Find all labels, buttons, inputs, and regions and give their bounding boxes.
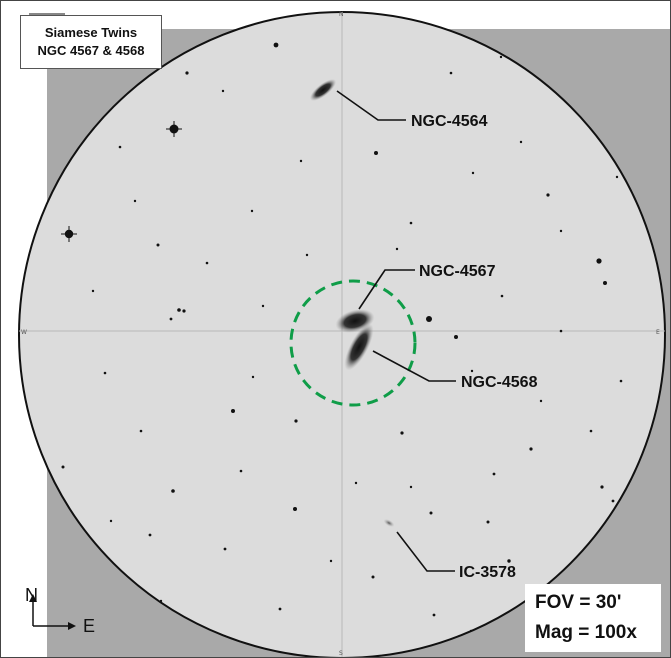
star: [273, 42, 279, 48]
star: [611, 499, 615, 503]
star: [133, 199, 137, 203]
star: [250, 209, 254, 213]
star: [239, 469, 243, 473]
star: [492, 472, 496, 476]
label-ic-3578: IC-3578: [459, 564, 516, 581]
star: [409, 221, 413, 225]
star: [499, 55, 503, 59]
star: [293, 507, 297, 511]
star: [261, 304, 265, 308]
title-line-1: Siamese Twins: [44, 25, 138, 40]
title-box: Siamese Twins NGC 4567 & 4568: [20, 15, 162, 69]
info-box: FOV = 30' Mag = 100x: [525, 584, 661, 652]
star: [148, 533, 152, 537]
star: [171, 489, 175, 493]
star: [278, 607, 282, 611]
star: [221, 89, 225, 93]
star: [305, 253, 309, 257]
leader-ngc-4568: [372, 350, 456, 382]
target-ring: [289, 279, 417, 407]
star: [454, 335, 458, 339]
star: [371, 575, 375, 579]
star: [471, 171, 475, 175]
star: [205, 261, 209, 265]
cardinal-east: E: [656, 329, 660, 336]
title-line-2: NGC 4567 & 4568: [37, 43, 145, 58]
star: [546, 193, 550, 197]
star: [354, 481, 358, 485]
leader-ic-3578: [396, 531, 455, 572]
star: [432, 613, 436, 617]
fov-text: FOV = 30': [535, 592, 622, 613]
label-ngc-4564: NGC-4564: [411, 113, 488, 130]
star: [615, 175, 619, 179]
star: [159, 599, 163, 603]
star: [299, 159, 303, 163]
star: [619, 379, 623, 383]
star: [109, 519, 113, 523]
cardinal-south: S: [339, 650, 343, 657]
star: [329, 559, 333, 563]
star: [449, 71, 453, 75]
star: [400, 431, 404, 435]
galaxy-ngc-4564: [309, 79, 337, 101]
magnification-text: Mag = 100x: [535, 622, 637, 643]
star: [507, 559, 511, 563]
star: [603, 281, 607, 285]
star: [156, 243, 160, 247]
star: [519, 140, 523, 144]
star: [251, 375, 255, 379]
label-ngc-4568: NGC-4568: [461, 374, 538, 391]
star: [529, 447, 533, 451]
star: [177, 308, 181, 312]
star: [500, 294, 504, 298]
star: [231, 409, 235, 413]
star: [169, 317, 173, 321]
star: [374, 151, 378, 155]
leader-ngc-4567: [358, 269, 415, 310]
star: [596, 258, 602, 264]
star: [139, 429, 143, 433]
star: [429, 511, 433, 515]
star: [395, 247, 399, 251]
cardinal-west: W: [21, 329, 27, 336]
star: [559, 329, 563, 333]
compass-east-label: E: [83, 616, 95, 636]
galaxy-ngc-4568: [344, 323, 374, 371]
star: [91, 289, 95, 293]
star: [182, 309, 186, 313]
star: [486, 520, 490, 524]
compass-rose: N E: [25, 585, 95, 636]
star: [294, 419, 298, 423]
label-ngc-4567: NGC-4567: [419, 263, 496, 280]
star: [223, 547, 227, 551]
star: [103, 371, 107, 375]
star: [118, 145, 122, 149]
compass-north-label: N: [25, 585, 38, 605]
star: [426, 316, 432, 322]
star: [185, 71, 189, 75]
star: [539, 399, 543, 403]
leader-ngc-4564: [336, 90, 406, 121]
galaxy-ic-3578: [383, 519, 395, 527]
cardinal-north: N: [339, 11, 344, 18]
scale-bar: [29, 13, 65, 15]
star: [589, 429, 593, 433]
star: [559, 229, 563, 233]
star: [61, 465, 65, 469]
star: [470, 369, 474, 373]
star: [409, 485, 413, 489]
star: [600, 485, 604, 489]
